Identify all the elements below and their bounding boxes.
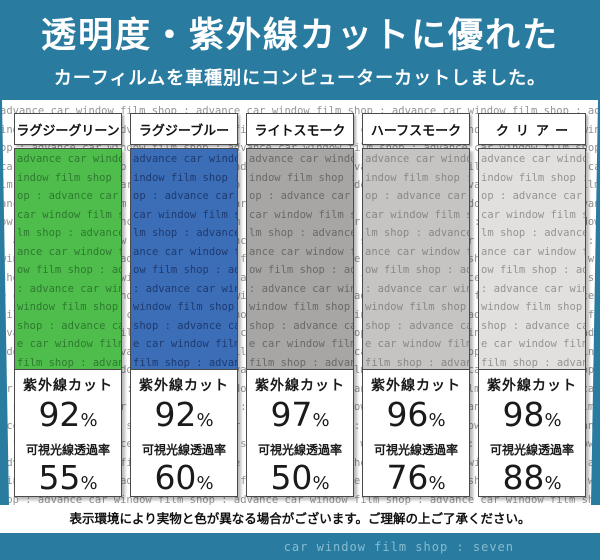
product-name-label: ラグジーグリーン: [14, 113, 122, 145]
product-card: advance car window film shop : advance c…: [14, 148, 122, 497]
product-comparison-area: advance car window film shop : advance c…: [0, 100, 600, 505]
vlt-label: 可視光線透過率: [257, 442, 342, 457]
header-banner: 透明度・紫外線カットに優れた カーフィルムを車種別にコンピューターカットしました…: [0, 0, 600, 100]
uv-cut-value: 96%: [386, 395, 446, 435]
product-name-label: クリアー: [478, 113, 586, 145]
uv-cut-label: 紫外線カット: [487, 378, 577, 395]
uv-cut-label: 紫外線カット: [23, 378, 113, 395]
uv-cut-label: 紫外線カット: [255, 378, 345, 395]
vlt-value: 88%: [502, 457, 562, 497]
product-column: ライトスモーク advance car window film shop : a…: [246, 113, 354, 497]
footer-bar: car window film shop : seven: [0, 533, 600, 560]
product-stats: 紫外線カット 92% 可視光線透過率 55%: [15, 370, 121, 496]
product-columns: ラグジーグリーン advance car window film shop : …: [0, 100, 600, 497]
product-name: ラグジーブルー: [138, 123, 230, 139]
product-name-label: ラグジーブルー: [130, 113, 238, 145]
vlt-label: 可視光線透過率: [141, 442, 226, 457]
product-stats: 紫外線カット 96% 可視光線透過率 76%: [363, 370, 469, 496]
film-swatch: advance car window film shop : advance c…: [479, 149, 585, 371]
film-swatch: advance car window film shop : advance c…: [15, 149, 121, 371]
uv-cut-value: 92%: [38, 395, 98, 435]
uv-cut-value: 92%: [154, 395, 214, 435]
film-swatch: advance car window film shop : advance c…: [363, 149, 469, 371]
vlt-label: 可視光線透過率: [25, 442, 110, 457]
product-column: ラグジーブルー advance car window film shop : a…: [130, 113, 238, 497]
uv-cut-label: 紫外線カット: [139, 378, 229, 395]
vlt-value: 60%: [154, 457, 214, 497]
film-swatch: advance car window film shop : advance c…: [131, 149, 237, 371]
product-name: ラグジーグリーン: [16, 123, 120, 139]
left-edge-accent: [0, 100, 9, 505]
product-column: ラグジーグリーン advance car window film shop : …: [14, 113, 122, 497]
product-stats: 紫外線カット 97% 可視光線透過率 50%: [247, 370, 353, 496]
film-swatch: advance car window film shop : advance c…: [247, 149, 353, 371]
product-name: クリアー: [495, 123, 576, 139]
vlt-value: 55%: [38, 457, 98, 497]
product-name-label: ハーフスモーク: [362, 113, 470, 145]
product-stats: 紫外線カット 98% 可視光線透過率 88%: [479, 370, 585, 496]
right-edge-accent: [591, 100, 600, 505]
product-name: ライトスモーク: [254, 123, 346, 139]
product-card: advance car window film shop : advance c…: [246, 148, 354, 497]
product-card: advance car window film shop : advance c…: [362, 148, 470, 497]
product-name: ハーフスモーク: [370, 123, 462, 139]
vlt-value: 50%: [270, 457, 330, 497]
product-column: ハーフスモーク advance car window film shop : a…: [362, 113, 470, 497]
product-card: advance car window film shop : advance c…: [478, 148, 586, 497]
shop-name: car window film shop : seven: [283, 540, 514, 554]
uv-cut-value: 98%: [502, 395, 562, 435]
uv-cut-label: 紫外線カット: [371, 378, 461, 395]
product-stats: 紫外線カット 92% 可視光線透過率 60%: [131, 370, 237, 496]
disclaimer-note: 表示環境により実物と色が異なる場合がございます。ご理解の上ご了承ください。: [0, 505, 600, 533]
page-title: 透明度・紫外線カットに優れた: [40, 16, 559, 56]
product-card: advance car window film shop : advance c…: [130, 148, 238, 497]
vlt-value: 76%: [386, 457, 446, 497]
vlt-label: 可視光線透過率: [489, 442, 574, 457]
page-subtitle: カーフィルムを車種別にコンピューターカットしました。: [53, 68, 547, 89]
uv-cut-value: 97%: [270, 395, 330, 435]
product-name-label: ライトスモーク: [246, 113, 354, 145]
vlt-label: 可視光線透過率: [373, 442, 458, 457]
product-column: クリアー advance car window film shop : adva…: [478, 113, 586, 497]
